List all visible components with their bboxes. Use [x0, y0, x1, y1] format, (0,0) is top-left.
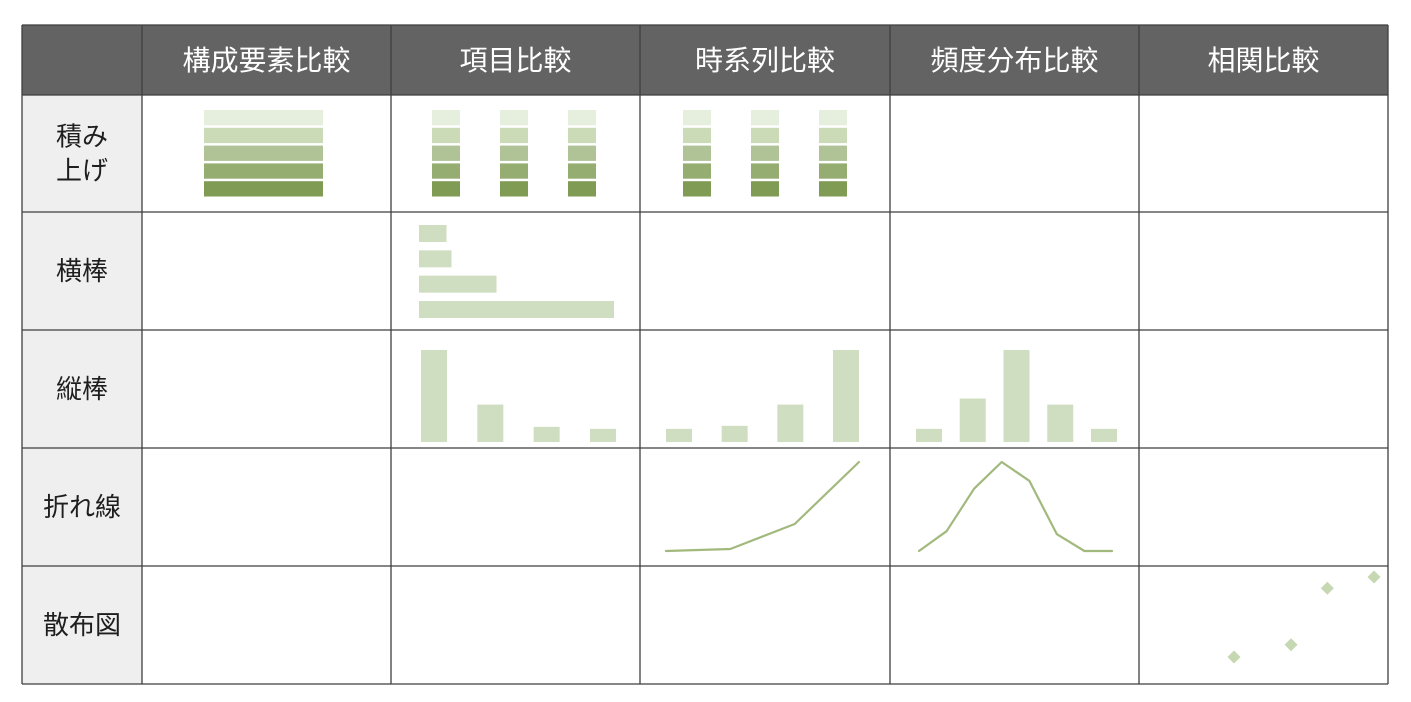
- stack-segment: [751, 163, 779, 179]
- stack-segment: [204, 110, 323, 126]
- bar: [777, 404, 804, 442]
- bar: [1047, 404, 1074, 442]
- stack-segment: [683, 127, 711, 144]
- stack-segment: [500, 181, 528, 197]
- stack-segment: [432, 181, 460, 197]
- stack-segment: [751, 110, 779, 126]
- stack-segment: [432, 163, 460, 179]
- bar: [590, 428, 616, 442]
- stack-segment: [500, 145, 528, 161]
- stack-segment: [568, 127, 596, 144]
- stack-segment: [751, 127, 779, 144]
- bar: [916, 428, 942, 442]
- stack-segment: [500, 127, 528, 144]
- line-timeseries-chart: [664, 460, 861, 553]
- row-label: 積み: [56, 123, 108, 153]
- scatter-point: [1367, 570, 1381, 584]
- stack-segment: [819, 163, 847, 179]
- bar: [421, 350, 447, 442]
- stack-segment: [819, 127, 847, 144]
- stack-segment: [683, 145, 711, 161]
- stack-segment: [568, 163, 596, 179]
- vbar-frequency-chart: [916, 350, 1117, 442]
- scatter-correlation-chart: [1227, 570, 1381, 664]
- stack-segment: [500, 110, 528, 126]
- series-line: [664, 460, 861, 553]
- row-label: 散布図: [43, 611, 121, 641]
- stack-segment: [683, 181, 711, 197]
- stack-segment: [751, 181, 779, 197]
- column-header: 相関比較: [1207, 44, 1319, 77]
- stack-segment: [432, 110, 460, 126]
- stack-segment: [432, 127, 460, 144]
- stack-segment: [432, 145, 460, 161]
- column-header: 構成要素比較: [182, 44, 350, 77]
- bar: [533, 426, 560, 442]
- stack-segment: [568, 181, 596, 197]
- bar: [419, 225, 447, 242]
- row-label: 上げ: [56, 157, 108, 187]
- scatter-point: [1284, 638, 1298, 652]
- bar: [721, 425, 748, 442]
- bar: [1091, 428, 1117, 442]
- row-label: 折れ線: [43, 493, 121, 523]
- stack-segment: [819, 145, 847, 161]
- column-header: 時系列比較: [695, 44, 835, 77]
- row-label: 横棒: [56, 257, 108, 287]
- stack-segment: [568, 145, 596, 161]
- bar: [666, 428, 692, 442]
- bar: [419, 250, 452, 268]
- stack-segment: [819, 110, 847, 126]
- row-label: 縦棒: [56, 375, 108, 405]
- stack-segment: [751, 145, 779, 161]
- series-line: [917, 460, 1114, 553]
- column-header: 項目比較: [459, 44, 571, 77]
- stacked-timeseries-chart: [683, 110, 847, 197]
- row-label-column-bg: [22, 95, 142, 684]
- stack-segment: [568, 110, 596, 126]
- vbar-item-chart: [421, 350, 616, 442]
- stack-segment: [204, 181, 323, 197]
- bar: [833, 350, 859, 442]
- stack-segment: [683, 110, 711, 126]
- stack-segment: [683, 163, 711, 179]
- stacked-composition-chart: [204, 110, 323, 197]
- stack-segment: [204, 145, 323, 161]
- stacked-item-chart: [432, 110, 596, 197]
- hbar-item-chart: [419, 225, 614, 318]
- vbar-timeseries-chart: [666, 350, 859, 442]
- bar: [477, 404, 504, 442]
- bar: [419, 275, 497, 293]
- header-row-bg: [22, 25, 1388, 95]
- stack-segment: [500, 163, 528, 179]
- stack-segment: [204, 163, 323, 179]
- stack-segment: [819, 181, 847, 197]
- line-frequency-chart: [917, 460, 1114, 553]
- scatter-point: [1227, 650, 1241, 664]
- bar: [959, 398, 986, 442]
- stack-segment: [204, 127, 323, 144]
- scatter-point: [1320, 581, 1334, 595]
- column-header: 頻度分布比較: [930, 44, 1098, 77]
- bar: [419, 301, 614, 318]
- bar: [1003, 350, 1030, 442]
